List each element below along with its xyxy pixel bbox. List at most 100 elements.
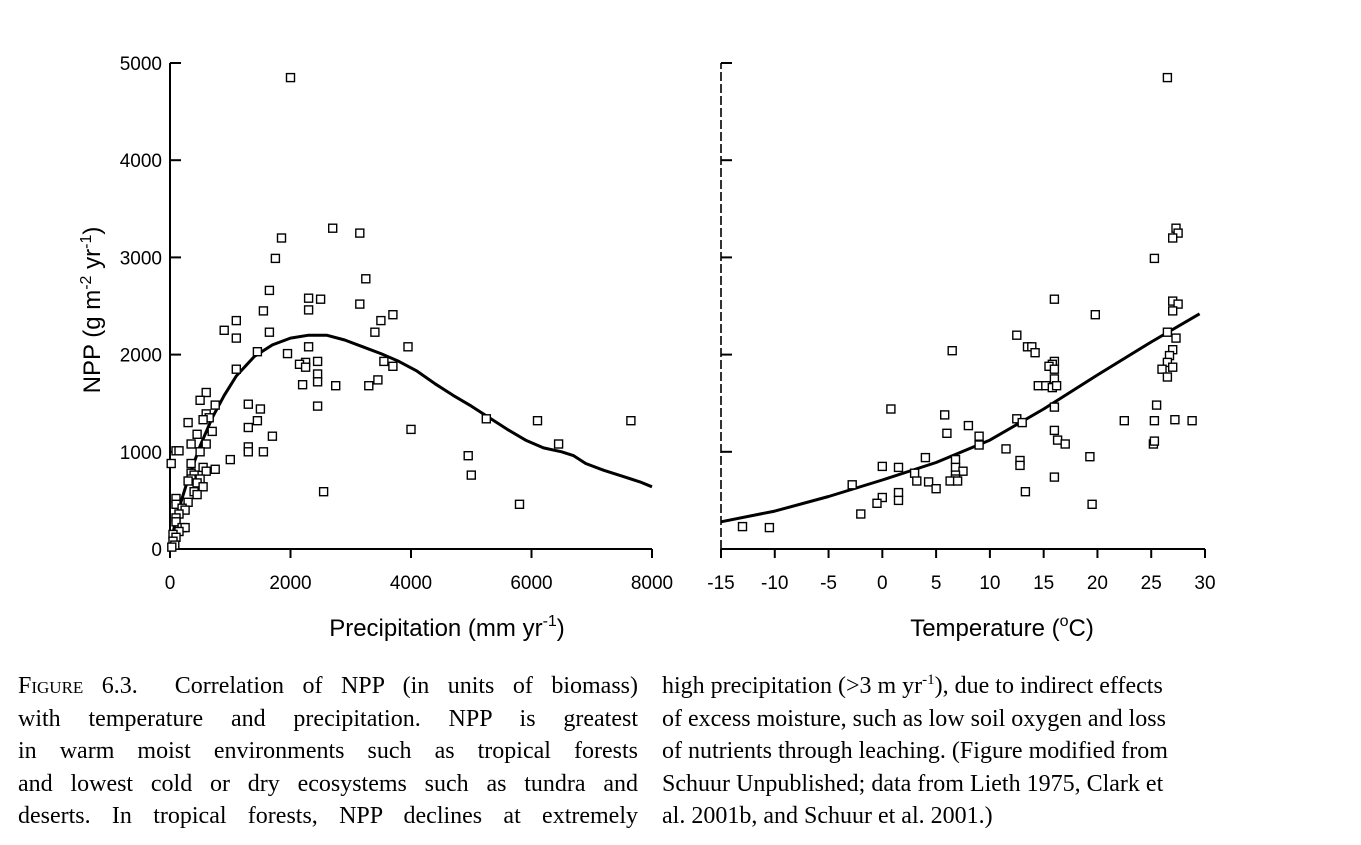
figure-caption-left: Figure 6.3. Correlation of NPP (in units… bbox=[18, 670, 638, 833]
data-point bbox=[198, 415, 208, 425]
y-axis-title-mid: yr bbox=[79, 249, 106, 276]
data-point bbox=[923, 477, 934, 487]
caption-line: in warm moist environments such as tropi… bbox=[18, 738, 638, 764]
y-tick-label: 2000 bbox=[120, 346, 162, 367]
data-point bbox=[872, 498, 882, 508]
data-point bbox=[1167, 306, 1178, 316]
data-point bbox=[376, 315, 386, 326]
data-point bbox=[1162, 72, 1173, 83]
data-point bbox=[1162, 327, 1173, 337]
data-point bbox=[312, 377, 323, 387]
x-tick-label: 10 bbox=[979, 573, 1000, 594]
data-point bbox=[912, 476, 922, 486]
data-point bbox=[243, 447, 254, 457]
data-point bbox=[893, 487, 904, 498]
data-point bbox=[1049, 364, 1060, 374]
data-point bbox=[958, 466, 968, 476]
data-point bbox=[1149, 253, 1160, 264]
fit-curve bbox=[720, 312, 1201, 524]
data-point bbox=[315, 294, 326, 304]
data-point bbox=[403, 342, 413, 352]
data-point bbox=[737, 521, 748, 532]
data-point bbox=[201, 387, 211, 398]
data-point bbox=[225, 454, 236, 465]
data-point bbox=[1167, 362, 1178, 372]
caption-line: al. 2001b, and Schuur et al. 2001.) bbox=[662, 803, 993, 829]
data-point bbox=[276, 233, 287, 243]
data-point bbox=[252, 347, 263, 357]
temp-title-tail: C) bbox=[1068, 615, 1093, 642]
data-point bbox=[300, 362, 311, 372]
x-axis-title-precipitation: Precipitation (mm yr-1) bbox=[329, 613, 565, 642]
data-point bbox=[267, 431, 278, 441]
y-tick-label: 0 bbox=[151, 540, 162, 561]
data-point bbox=[893, 462, 904, 473]
data-point bbox=[764, 522, 775, 533]
data-point bbox=[361, 274, 371, 284]
y-axis-title-tail: ) bbox=[79, 227, 106, 235]
data-point bbox=[258, 447, 269, 457]
data-point bbox=[210, 464, 220, 474]
data-point bbox=[370, 327, 380, 337]
data-point bbox=[355, 299, 365, 309]
caption-text: high precipitation (>3 m yr bbox=[662, 673, 923, 699]
data-point bbox=[312, 369, 323, 379]
data-point bbox=[463, 451, 473, 461]
data-point bbox=[379, 356, 389, 367]
data-point bbox=[282, 348, 293, 359]
data-point bbox=[1173, 228, 1183, 238]
data-point bbox=[231, 315, 242, 326]
precip-title-text: Precipitation (mm yr bbox=[329, 615, 542, 642]
data-point bbox=[532, 416, 543, 426]
x-tick-label: -10 bbox=[761, 573, 788, 594]
x-tick-label: 25 bbox=[1141, 573, 1162, 594]
data-point bbox=[1049, 425, 1060, 436]
data-point bbox=[1170, 415, 1180, 425]
x-tick-label: 0 bbox=[165, 573, 176, 594]
data-point bbox=[1151, 400, 1162, 410]
x-tick-label: 4000 bbox=[390, 573, 432, 594]
data-point bbox=[1030, 348, 1040, 358]
x-tick-label: 30 bbox=[1194, 573, 1215, 594]
caption-line: of nutrients through leaching. (Figure m… bbox=[662, 738, 1168, 764]
caption-line: deserts. In tropical forests, NPP declin… bbox=[18, 803, 638, 829]
caption-superscript: -1 bbox=[922, 672, 935, 688]
data-point bbox=[877, 461, 887, 472]
data-point bbox=[1162, 357, 1173, 368]
data-point bbox=[373, 375, 383, 385]
data-point bbox=[947, 346, 957, 356]
x-tick-label: -5 bbox=[820, 573, 837, 594]
data-point bbox=[553, 439, 564, 449]
y-tick-label: 3000 bbox=[120, 248, 162, 269]
data-point bbox=[270, 253, 281, 264]
x-tick-label: 6000 bbox=[510, 573, 552, 594]
precip-title-tail: ) bbox=[557, 615, 565, 642]
data-point bbox=[303, 342, 314, 352]
data-point bbox=[942, 428, 952, 438]
data-point bbox=[931, 484, 941, 494]
data-point bbox=[231, 333, 242, 343]
data-point bbox=[893, 495, 904, 506]
data-point bbox=[1149, 416, 1160, 426]
data-point bbox=[1052, 435, 1063, 445]
data-point bbox=[186, 458, 196, 469]
x-tick-label: 8000 bbox=[631, 573, 673, 594]
data-point bbox=[303, 293, 314, 303]
data-point bbox=[481, 414, 491, 424]
data-point bbox=[195, 447, 205, 457]
caption-line: of excess moisture, such as low soil oxy… bbox=[662, 705, 1166, 732]
fit-curve bbox=[168, 333, 653, 550]
y-axis-title-text: NPP (g m bbox=[79, 290, 106, 394]
data-point bbox=[255, 404, 266, 414]
data-point bbox=[186, 439, 196, 449]
data-point bbox=[231, 364, 242, 374]
figure-canvas: 0 2000 4000 6000 8000 0 1000 2000 3000 4000 5000 -… bbox=[78, 54, 1216, 642]
data-point bbox=[920, 452, 931, 463]
data-point bbox=[1157, 364, 1167, 374]
y-axis-title-sup1: -2 bbox=[78, 275, 95, 289]
data-point bbox=[297, 380, 308, 390]
data-point bbox=[201, 466, 211, 476]
data-point bbox=[303, 305, 314, 315]
data-point bbox=[183, 476, 193, 486]
data-point bbox=[1001, 444, 1011, 454]
